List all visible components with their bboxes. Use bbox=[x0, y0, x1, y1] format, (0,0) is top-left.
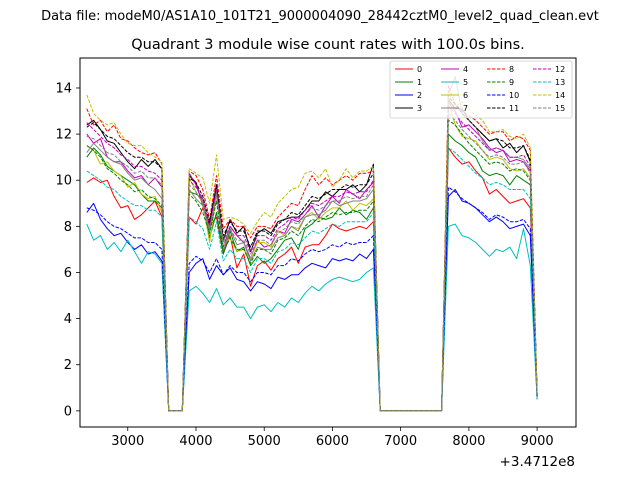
series-line-10 bbox=[86, 186, 538, 412]
plot-area: 3000 4000 5000 6000 7000 8000 9000024681012140… bbox=[55, 57, 577, 449]
x-offset-label: +3.4712e8 bbox=[500, 454, 575, 470]
legend-box bbox=[389, 60, 573, 119]
legend-label-10: 10 bbox=[509, 91, 519, 100]
axes-frame bbox=[79, 57, 577, 428]
legend-label-0: 0 bbox=[417, 65, 422, 74]
y-tick-label: 12 bbox=[55, 128, 72, 143]
data-file-header: Data file: modeM0/AS1A10_101T21_90000040… bbox=[41, 9, 599, 24]
x-tick-label: 8000 bbox=[452, 434, 485, 449]
y-tick-label: 2 bbox=[64, 358, 72, 373]
y-tick-label: 8 bbox=[64, 220, 72, 235]
chart-title: Quadrant 3 module wise count rates with … bbox=[131, 37, 525, 53]
x-tick-label: 5000 bbox=[248, 434, 281, 449]
x-tick-label: 6000 bbox=[316, 434, 349, 449]
legend-label-4: 4 bbox=[463, 65, 468, 74]
y-tick-label: 0 bbox=[64, 404, 72, 419]
legend-label-8: 8 bbox=[509, 65, 514, 74]
y-tick-label: 4 bbox=[64, 312, 72, 327]
legend-label-11: 11 bbox=[509, 104, 519, 113]
y-tick-label: 6 bbox=[64, 266, 72, 281]
series-line-11 bbox=[86, 96, 538, 412]
y-tick-label: 10 bbox=[55, 174, 72, 189]
legend-label-2: 2 bbox=[417, 91, 422, 100]
legend-label-3: 3 bbox=[417, 104, 422, 113]
legend-label-5: 5 bbox=[463, 78, 468, 87]
legend-label-9: 9 bbox=[509, 78, 514, 87]
legend-label-1: 1 bbox=[417, 78, 422, 87]
legend-label-6: 6 bbox=[463, 91, 468, 100]
series-line-15 bbox=[86, 112, 538, 412]
legend-label-15: 15 bbox=[555, 104, 565, 113]
x-tick-label: 4000 bbox=[179, 434, 212, 449]
series-line-5 bbox=[86, 223, 538, 412]
series-line-12 bbox=[86, 105, 538, 412]
legend-label-14: 14 bbox=[555, 91, 565, 100]
series-line-9 bbox=[86, 119, 538, 412]
legend-label-12: 12 bbox=[555, 65, 565, 74]
y-tick-label: 14 bbox=[55, 81, 72, 96]
x-tick-label: 3000 bbox=[111, 434, 144, 449]
series-line-13 bbox=[86, 147, 538, 412]
legend-label-7: 7 bbox=[463, 104, 468, 113]
x-tick-label: 7000 bbox=[384, 434, 417, 449]
x-tick-label: 9000 bbox=[521, 434, 554, 449]
legend-label-13: 13 bbox=[555, 78, 565, 87]
